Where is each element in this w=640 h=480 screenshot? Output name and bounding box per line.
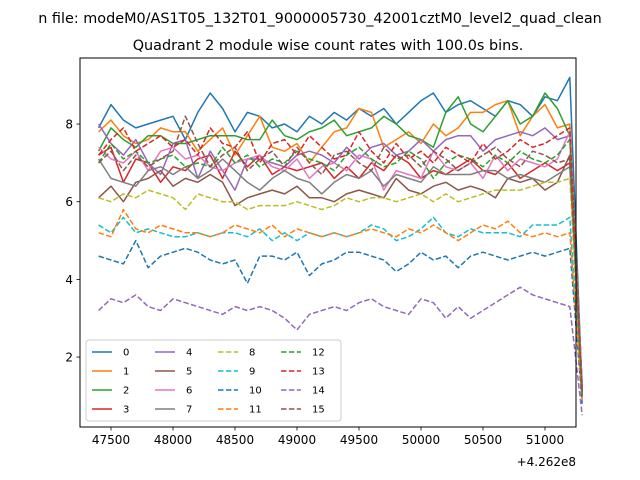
legend-label-11: 11 (249, 405, 262, 416)
y-tick-label: 4 (65, 273, 73, 287)
series-line-13 (98, 127, 583, 393)
legend-label-15: 15 (312, 405, 325, 416)
series-line-6 (98, 131, 583, 389)
y-axis: 2 4 6 8 (65, 118, 80, 365)
x-tick-label: 49500 (340, 433, 378, 447)
y-tick-label: 2 (65, 351, 73, 365)
legend-label-6: 6 (186, 386, 192, 397)
legend-label-3: 3 (123, 405, 129, 416)
x-tick-label: 51000 (526, 433, 564, 447)
legend-label-0: 0 (123, 348, 129, 359)
legend-label-4: 4 (186, 348, 192, 359)
x-tick-label: 50000 (402, 433, 440, 447)
series-line-7 (97, 158, 583, 393)
series-line-11 (98, 208, 583, 400)
y-tick-label: 6 (65, 195, 73, 209)
x-tick-label: 48500 (216, 433, 254, 447)
legend-label-12: 12 (312, 348, 325, 359)
axes-frame (79, 57, 577, 428)
series-line-4 (97, 123, 583, 389)
legend-label-1: 1 (123, 367, 129, 378)
legend-box (85, 339, 342, 422)
legend-label-10: 10 (249, 386, 262, 397)
x-tick-label: 47500 (92, 433, 130, 447)
series-line-14 (98, 286, 583, 416)
legend-label-14: 14 (312, 386, 325, 397)
legend-label-8: 8 (249, 348, 255, 359)
series-line-3 (98, 146, 583, 393)
series-line-9 (98, 216, 583, 400)
series-line-5 (98, 154, 583, 396)
x-tick-label: 50500 (464, 433, 502, 447)
legend-label-13: 13 (312, 367, 325, 378)
chart-title: Quadrant 2 module wise count rates with … (133, 38, 524, 54)
series-line-2 (97, 92, 583, 385)
x-tick-label: 48000 (154, 433, 192, 447)
x-tick-label: 49000 (278, 433, 316, 447)
series-line-12 (97, 138, 583, 396)
plot-area (97, 76, 583, 416)
series-line-8 (98, 177, 583, 400)
series-line-15 (98, 115, 583, 396)
y-tick-label: 8 (65, 118, 73, 132)
figure-suptitle: n file: modeM0/AS1T05_132T01_9000005730_… (38, 11, 602, 27)
series-line-10 (98, 239, 583, 404)
legend-label-9: 9 (249, 367, 255, 378)
legend-label-2: 2 (123, 386, 129, 397)
x-offset-label: +4.262e8 (517, 455, 576, 469)
legend-label-7: 7 (186, 405, 192, 416)
legend-label-5: 5 (186, 367, 192, 378)
x-axis: 47500 48000 48500 49000 49500 50000 50500 51000 (92, 427, 564, 447)
